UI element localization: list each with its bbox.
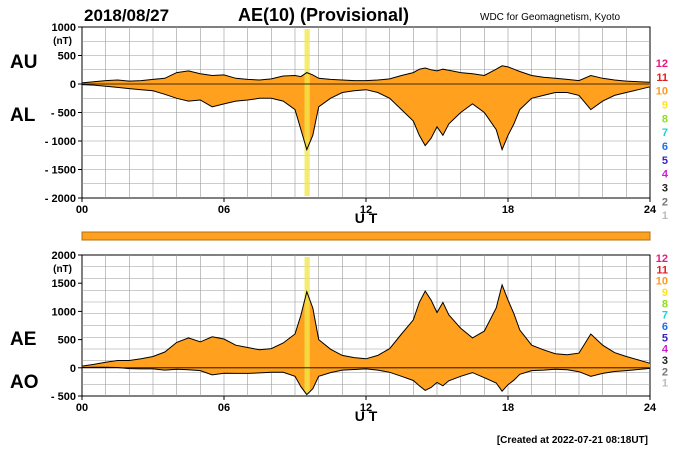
station-count-label: 5 bbox=[662, 332, 668, 344]
x-tick-label: 06 bbox=[218, 204, 230, 216]
station-count-label: 10 bbox=[656, 86, 668, 98]
station-count-label: 2 bbox=[662, 366, 668, 378]
station-count-label: 4 bbox=[662, 344, 669, 356]
highlight-band bbox=[306, 257, 310, 394]
x-tick-label: 12 bbox=[360, 402, 372, 414]
x-tick-label: 12 bbox=[360, 204, 372, 216]
highlight-band bbox=[304, 29, 308, 196]
x-tick-label: 18 bbox=[502, 204, 514, 216]
y-tick-label: - 500 bbox=[51, 391, 76, 403]
y-axis-unit: (nT) bbox=[53, 36, 72, 47]
station-count-label: 2 bbox=[662, 196, 668, 208]
x-tick-label: 00 bbox=[76, 402, 88, 414]
y-tick-label: 1000 bbox=[52, 306, 76, 318]
y-axis-unit: (nT) bbox=[53, 264, 72, 275]
station-count-label: 3 bbox=[662, 183, 668, 195]
x-axis-label: U T bbox=[355, 210, 378, 226]
series-area bbox=[82, 65, 650, 150]
station-count-label: 10 bbox=[656, 276, 668, 288]
station-scale-top: 12 11 10 98 7 6 5 4 32 1 bbox=[656, 58, 669, 222]
y-tick-label: 1000 bbox=[52, 22, 76, 34]
series-line-ae bbox=[81, 283, 651, 367]
x-tick-label: 24 bbox=[644, 402, 657, 414]
y-tick-label: - 2000 bbox=[45, 193, 76, 205]
series-line-al bbox=[81, 84, 651, 152]
y-tick-label: 0 bbox=[70, 363, 76, 375]
station-count-label: 4 bbox=[662, 169, 669, 181]
chart-date: 2018/08/27 bbox=[84, 6, 169, 25]
station-count-label: 8 bbox=[662, 113, 668, 125]
station-count-label: 7 bbox=[662, 310, 668, 322]
x-axis-label: U T bbox=[355, 408, 378, 424]
y-tick-label: - 1500 bbox=[45, 165, 76, 177]
series-line-ao bbox=[81, 366, 651, 396]
station-count-label: 8 bbox=[662, 298, 668, 310]
data-source: WDC for Geomagnetism, Kyoto bbox=[480, 12, 620, 23]
au-al-panel: 1000 500 0 - 500 - 1000 - 1500 - 2000 (nT) 00 06 1… bbox=[10, 22, 657, 226]
chart-title: AE(10) (Provisional) bbox=[238, 5, 409, 25]
station-count-label: 5 bbox=[662, 155, 668, 167]
y-tick-label: 500 bbox=[58, 51, 76, 63]
x-tick-label: 06 bbox=[218, 402, 230, 414]
station-count-label: 1 bbox=[662, 378, 668, 390]
highlight-band bbox=[304, 257, 308, 394]
station-count-label: 9 bbox=[662, 287, 668, 299]
station-count-label: 11 bbox=[656, 72, 668, 84]
y-tick-label: - 500 bbox=[51, 108, 76, 120]
y-tick-label: 0 bbox=[70, 79, 76, 91]
created-timestamp: [Created at 2022-07-21 08:18UT] bbox=[497, 435, 648, 446]
station-count-label: 6 bbox=[662, 321, 668, 333]
station-count-label: 3 bbox=[662, 355, 668, 367]
x-tick-label: 00 bbox=[76, 204, 88, 216]
x-tick-label: 18 bbox=[502, 402, 514, 414]
series-label-ao: AO bbox=[10, 372, 39, 393]
y-tick-label: 2000 bbox=[52, 250, 76, 262]
y-tick-label: - 1000 bbox=[45, 136, 76, 148]
station-count-label: 12 bbox=[656, 253, 668, 265]
station-count-label: 12 bbox=[656, 58, 668, 70]
series-label-al: AL bbox=[10, 105, 36, 126]
series-area bbox=[82, 284, 650, 395]
station-coverage-bar bbox=[81, 231, 651, 241]
station-count-label: 9 bbox=[662, 100, 668, 112]
station-count-label: 6 bbox=[662, 141, 668, 153]
series-label-au: AU bbox=[10, 52, 37, 73]
station-count-label: 7 bbox=[662, 127, 668, 139]
highlight-band bbox=[306, 29, 310, 196]
x-tick-label: 24 bbox=[644, 204, 657, 216]
series-line-au bbox=[81, 65, 651, 84]
series-label-ae: AE bbox=[10, 329, 36, 350]
y-tick-label: 1500 bbox=[52, 278, 76, 290]
ae-ao-panel: 2000 1500 1000 500 0 - 500 (nT) 00 06 12 18 24 U T AE… bbox=[10, 250, 657, 424]
station-count-label: 11 bbox=[656, 264, 668, 276]
y-tick-label: 500 bbox=[58, 335, 76, 347]
station-count-label: 1 bbox=[662, 210, 668, 222]
